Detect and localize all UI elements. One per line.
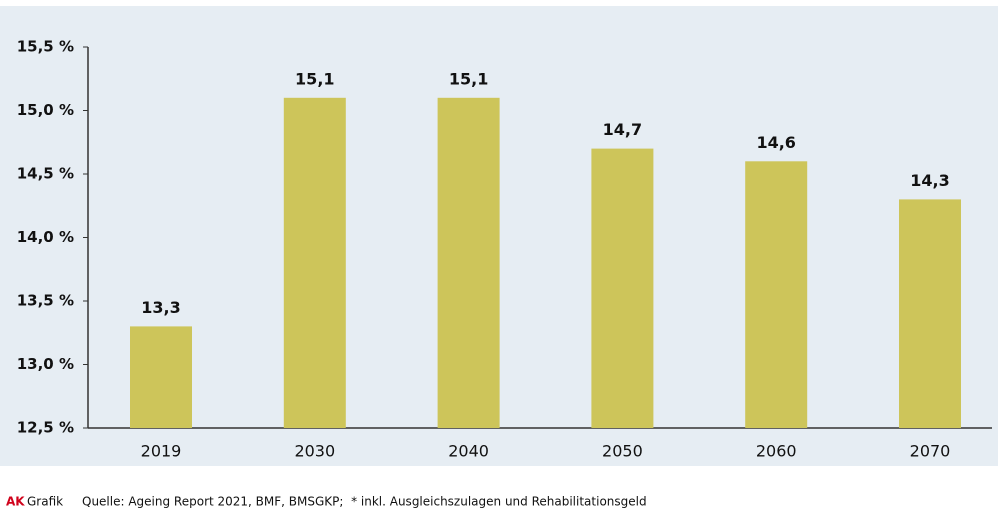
y-tick-label: 15,0 % (17, 101, 74, 119)
x-tick-label: 2040 (448, 442, 489, 461)
bar (437, 97, 500, 429)
x-tick-label: 2060 (756, 442, 797, 461)
y-tick-label: 14,0 % (17, 228, 74, 246)
y-tick-label: 13,5 % (17, 292, 74, 310)
footer-brand: AK (6, 495, 25, 509)
value-label: 14,7 (603, 120, 642, 139)
value-label: 13,3 (141, 298, 180, 317)
x-tick-label: 2030 (294, 442, 335, 461)
x-tick-label: 2050 (602, 442, 643, 461)
footer-source: Quelle: Ageing Report 2021, BMF, BMSGKP;… (82, 495, 647, 509)
y-tick-label: 15,5 % (17, 38, 74, 56)
value-label: 15,1 (449, 69, 488, 88)
bar (899, 199, 961, 428)
value-label: 15,1 (295, 69, 334, 88)
bar (591, 148, 654, 428)
y-tick-label: 13,0 % (17, 355, 74, 373)
bar (283, 97, 346, 429)
y-tick-label: 12,5 % (17, 419, 74, 437)
bar (130, 326, 192, 428)
footer-kind: Grafik (27, 495, 63, 509)
value-label: 14,6 (756, 133, 795, 152)
y-tick-label: 14,5 % (17, 165, 74, 183)
bar (745, 161, 808, 429)
value-label: 14,3 (910, 171, 949, 190)
x-tick-label: 2070 (910, 442, 951, 461)
x-tick-label: 2019 (141, 442, 182, 461)
